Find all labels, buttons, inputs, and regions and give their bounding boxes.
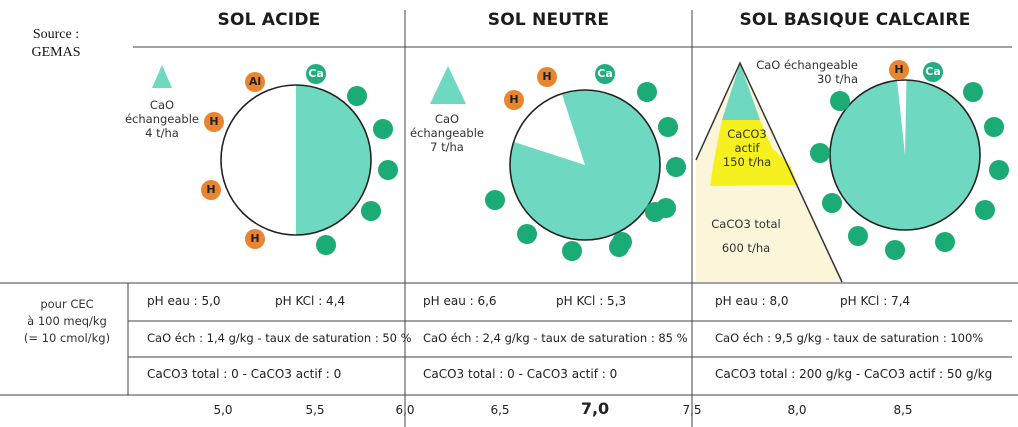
ca-ion: Ca <box>306 64 326 84</box>
ca-dot <box>885 240 905 260</box>
neutral-caco3: CaCO3 total : 0 - CaCO3 actif : 0 <box>423 367 618 381</box>
cec-label-line: à 100 meq/kg <box>27 314 107 328</box>
ca-dot <box>645 202 665 222</box>
ca-dot <box>378 160 398 180</box>
basic-ph-eau: pH eau : 8,0 <box>715 294 789 308</box>
ca-dot <box>609 237 629 257</box>
axis-tick: 8,0 <box>787 403 807 417</box>
source-name: GEMAS <box>31 45 81 60</box>
cao-label-line: échangeable <box>124 112 199 126</box>
cec-label-line: pour CEC <box>40 297 94 311</box>
axis-tick: 7,0 <box>580 399 610 418</box>
axis-tick: 6,0 <box>395 403 415 417</box>
neutral-cao-triangle <box>430 66 466 104</box>
acid-ph-eau: pH eau : 5,0 <box>147 294 221 308</box>
h-ion: H <box>204 112 224 132</box>
cao-label-line: 4 t/ha <box>145 126 179 140</box>
ca-dot <box>562 241 582 261</box>
acid-soil-particle <box>220 84 372 236</box>
triangle-label-line: CaCO3 total <box>711 217 781 231</box>
basic-soil-particle <box>829 79 981 231</box>
source-label: Source : <box>32 27 80 42</box>
al-ion: Al <box>245 72 265 92</box>
axis-tick: 7,5 <box>682 403 702 417</box>
triangle-actif-label: CaCO3 actif 150 t/ha <box>712 127 782 169</box>
column-title-neutral: SOL NEUTRE <box>487 10 610 30</box>
ca-dot <box>658 117 678 137</box>
ca-dot <box>485 190 505 210</box>
ca-dot <box>637 82 657 102</box>
ca-dot <box>822 193 842 213</box>
acid-cao-label: CaO échangeable 4 t/ha <box>120 98 204 140</box>
basic-caco3: CaCO3 total : 200 g/kg - CaCO3 actif : 5… <box>715 367 993 381</box>
ca-dot <box>373 119 393 139</box>
triangle-label-line: 600 t/ha <box>721 241 771 255</box>
source-note: Source : GEMAS <box>16 26 96 62</box>
column-title-basic: SOL BASIQUE CALCAIRE <box>739 10 971 30</box>
triangle-total-label: CaCO3 total 600 t/ha <box>706 212 786 260</box>
ca-dot <box>989 160 1009 180</box>
cao-label-line: échangeable <box>409 126 484 140</box>
triangle-label-line: 30 t/ha <box>816 72 858 86</box>
ca-dot <box>517 224 537 244</box>
h-ion: H <box>504 90 524 110</box>
calcaire-triangle <box>695 61 843 283</box>
neutral-cao-label: CaO échangeable 7 t/ha <box>405 112 489 154</box>
triangle-label-line: CaO échangeable <box>756 58 858 72</box>
ca-dot <box>316 235 336 255</box>
acid-cao-triangle <box>152 65 172 88</box>
h-ion: H <box>537 67 557 87</box>
h-ion: H <box>245 229 265 249</box>
neutral-ph-kcl: pH KCl : 5,3 <box>556 294 627 308</box>
acid-cao-ech: CaO éch : 1,4 g/kg - taux de saturation … <box>147 331 412 345</box>
ca-ion: Ca <box>923 62 943 82</box>
table-grid <box>0 10 1018 427</box>
axis-tick: 5,5 <box>305 403 325 417</box>
axis-tick: 6,5 <box>490 403 510 417</box>
acid-caco3: CaCO3 total : 0 - CaCO3 actif : 0 <box>147 367 342 381</box>
axis-tick: 8,5 <box>893 403 913 417</box>
neutral-soil-particle <box>509 89 661 241</box>
triangle-label-line: CaCO3 <box>727 127 767 141</box>
h-ion: H <box>201 180 221 200</box>
ca-dot <box>963 82 983 102</box>
ca-dot <box>848 226 868 246</box>
basic-ca-saturation-wedge <box>830 80 981 230</box>
cec-label-line: (= 10 cmol/kg) <box>23 331 111 345</box>
neutral-cao-ech: CaO éch : 2,4 g/kg - taux de saturation … <box>423 331 688 345</box>
cao-label-line: CaO <box>149 98 175 112</box>
cao-label-line: CaO <box>434 112 460 126</box>
axis-tick: 5,0 <box>213 403 233 417</box>
h-ion: H <box>889 60 909 80</box>
acid-ph-kcl: pH KCl : 4,4 <box>275 294 346 308</box>
ca-dot <box>810 143 830 163</box>
ca-dot <box>666 157 686 177</box>
column-title-acid: SOL ACIDE <box>217 10 321 30</box>
ca-dot <box>347 86 367 106</box>
acid-ca-saturation-wedge <box>296 85 371 235</box>
ca-dot <box>830 91 850 111</box>
ca-ion: Ca <box>595 64 615 84</box>
ca-dot <box>984 117 1004 137</box>
ca-dot <box>361 201 381 221</box>
basic-ph-kcl: pH KCl : 7,4 <box>840 294 911 308</box>
basic-cao-ech: CaO éch : 9,5 g/kg - taux de saturation … <box>715 331 984 345</box>
neutral-ph-eau: pH eau : 6,6 <box>423 294 497 308</box>
neutral-ca-saturation-wedge <box>510 90 660 241</box>
triangle-cao-label: CaO échangeable 30 t/ha <box>748 58 858 86</box>
ca-dot <box>975 200 995 220</box>
triangle-label-line: actif <box>734 141 760 155</box>
ca-dot <box>935 232 955 252</box>
triangle-label-line: 150 t/ha <box>722 155 772 169</box>
cec-label: pour CEC à 100 meq/kg (= 10 cmol/kg) <box>8 296 126 347</box>
cao-label-line: 7 t/ha <box>430 140 464 154</box>
